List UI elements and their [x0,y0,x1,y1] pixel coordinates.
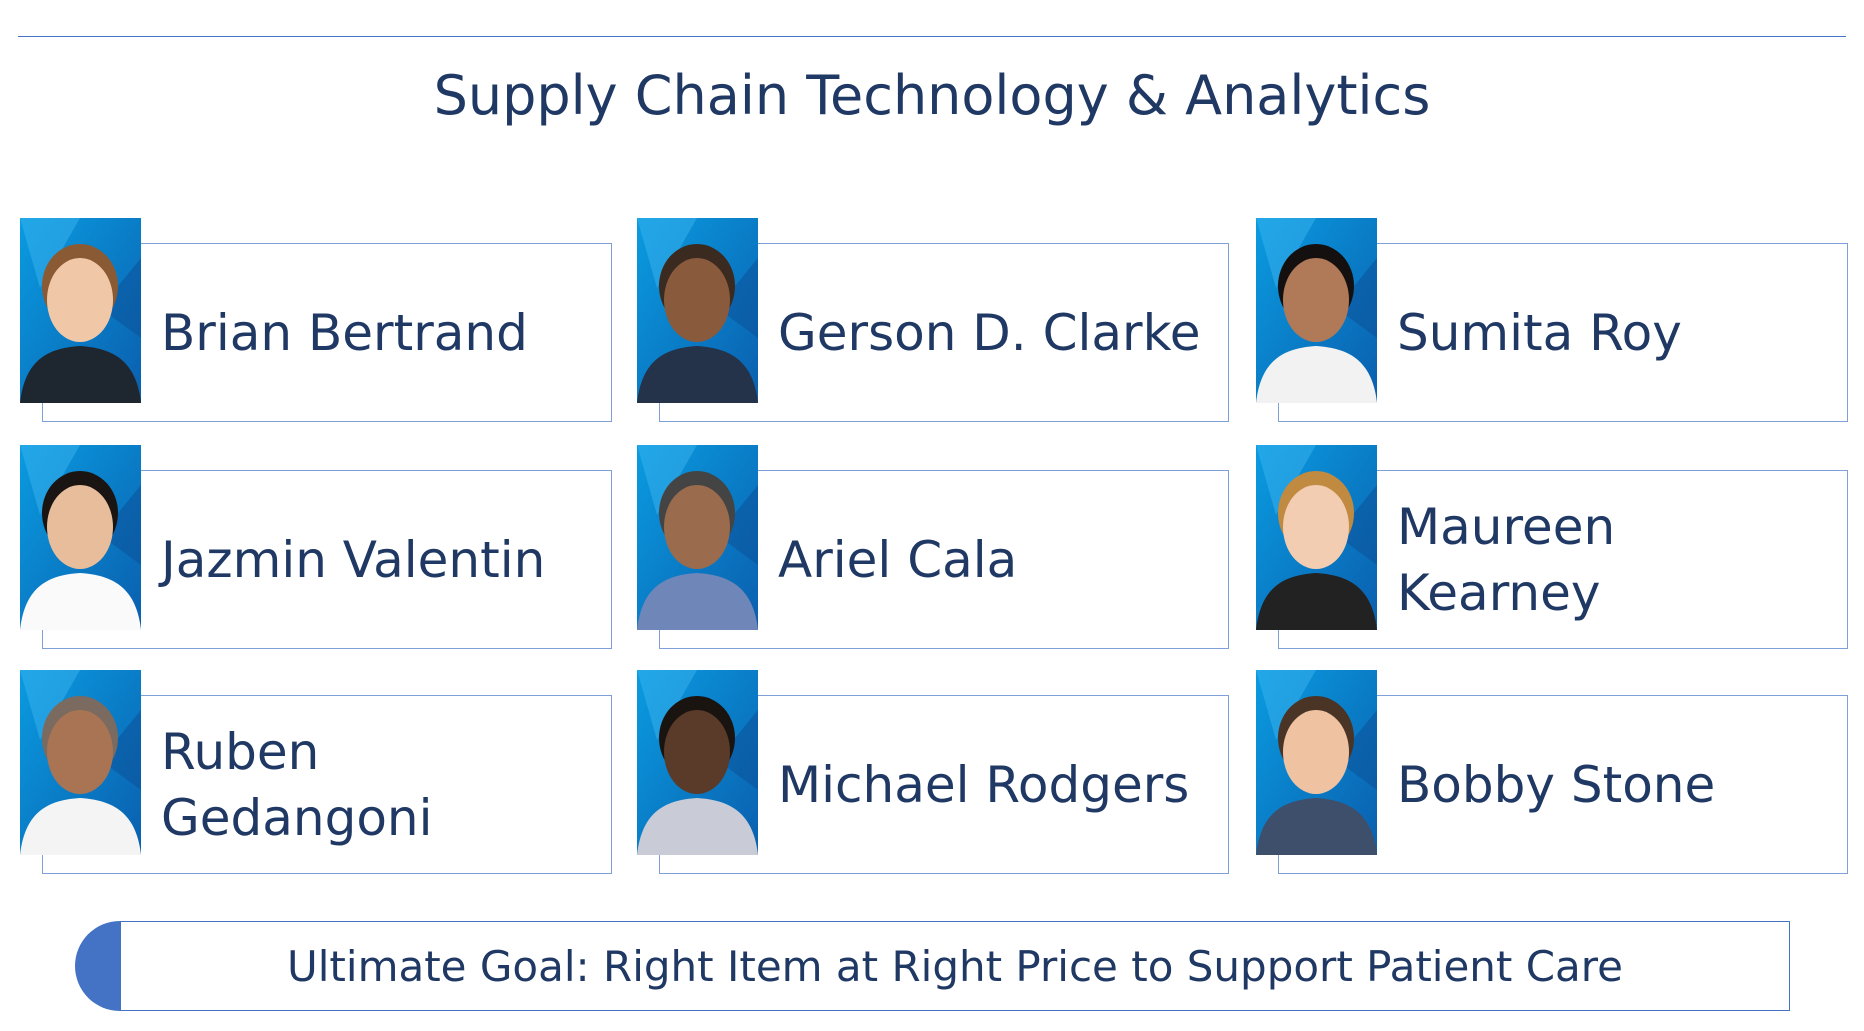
portrait [637,670,758,855]
top-rule [18,36,1846,37]
person-card: Bobby Stone [1256,670,1864,874]
person-name: Brian Bertrand [161,303,528,362]
person-card: Brian Bertrand [20,218,632,422]
person-name: Ruben Gedangoni [161,722,433,847]
person-name-box: Ruben Gedangoni [161,695,601,874]
person-name-box: Bobby Stone [1397,695,1837,874]
person-name: Jazmin Valentin [161,530,546,589]
person-name-box: Michael Rodgers [778,695,1218,874]
person-card: Ruben Gedangoni [20,670,632,874]
portrait [20,218,141,403]
person-name-box: Jazmin Valentin [161,470,601,649]
portrait [1256,670,1377,855]
person-name-box: Ariel Cala [778,470,1218,649]
portrait [20,445,141,630]
person-name-box: Sumita Roy [1397,243,1837,422]
person-card: Michael Rodgers [637,670,1249,874]
portrait [20,670,141,855]
person-name: Gerson D. Clarke [778,303,1201,362]
person-name: Bobby Stone [1397,755,1716,814]
person-card: Gerson D. Clarke [637,218,1249,422]
portrait [1256,218,1377,403]
person-name-box: Gerson D. Clarke [778,243,1218,422]
portrait [637,445,758,630]
portrait [1256,445,1377,630]
title: Supply Chain Technology & Analytics [433,64,1431,127]
person-card: Ariel Cala [637,445,1249,649]
person-name: Maureen Kearney [1397,497,1616,622]
goal-text: Ultimate Goal: Right Item at Right Price… [287,941,1623,991]
person-name-box: Maureen Kearney [1397,470,1837,649]
goal-banner: Ultimate Goal: Right Item at Right Price… [120,921,1790,1011]
portrait [637,218,758,403]
person-name: Sumita Roy [1397,303,1682,362]
person-name: Michael Rodgers [778,755,1190,814]
person-name: Ariel Cala [778,530,1018,589]
person-card: Maureen Kearney [1256,445,1864,649]
person-card: Jazmin Valentin [20,445,632,649]
person-card: Sumita Roy [1256,218,1864,422]
person-name-box: Brian Bertrand [161,243,601,422]
